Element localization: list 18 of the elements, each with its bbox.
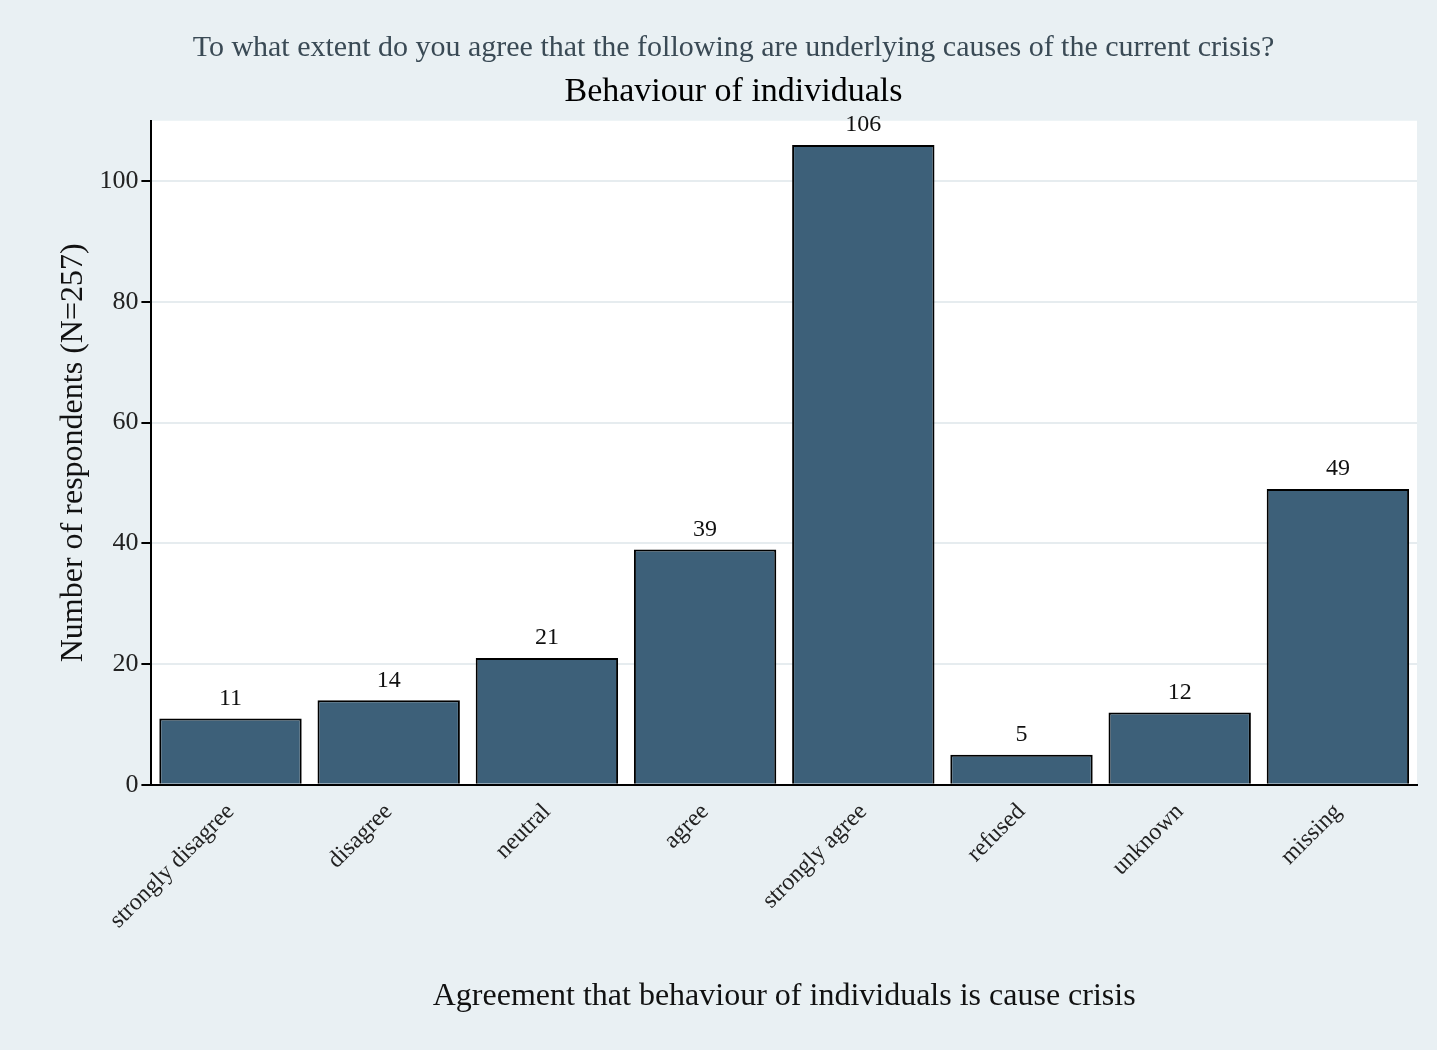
data-label: 106 <box>845 110 882 137</box>
data-label: 21 <box>534 623 559 650</box>
y-tick-label: 80 <box>112 285 139 315</box>
data-label: 14 <box>376 665 401 692</box>
y-tick-label: 0 <box>125 768 139 798</box>
x-axis-title: Agreement that behaviour of individuals is cause crisis <box>432 976 1136 1013</box>
data-label: 11 <box>218 683 243 710</box>
data-label: 39 <box>693 514 718 541</box>
y-tick-label: 100 <box>99 164 139 194</box>
y-tick-label: 40 <box>112 527 139 557</box>
data-label: 49 <box>1325 454 1350 481</box>
chart-title: To what extent do you agree that the following are underlying causes of the current crisis? <box>192 28 1275 62</box>
data-label: 5 <box>1015 719 1028 746</box>
chart-subtitle: Behaviour of individuals <box>564 71 903 109</box>
y-tick-label: 60 <box>112 406 139 436</box>
data-label: 12 <box>1167 677 1192 704</box>
y-tick-label: 20 <box>112 647 139 677</box>
y-axis-title: Number of respondents (N=257) <box>52 243 89 663</box>
